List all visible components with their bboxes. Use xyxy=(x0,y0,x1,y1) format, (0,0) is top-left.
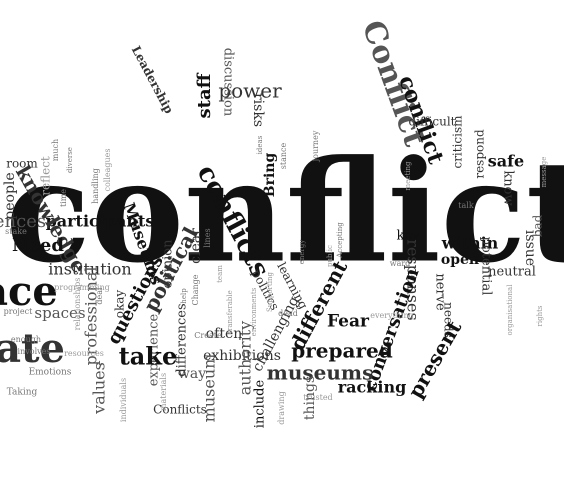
word-materials-78: materials xyxy=(159,373,168,411)
word-enough-84: enough xyxy=(11,335,41,344)
word-energy-65: energy xyxy=(298,240,306,265)
word-difficult-10: difficult xyxy=(409,115,456,129)
word-public-73: public xyxy=(326,245,334,267)
word-institution-54: institution xyxy=(48,260,131,279)
word-neutral-17: neutral xyxy=(488,265,536,280)
word-issue-16: issue xyxy=(522,230,538,266)
word-room-59: room xyxy=(6,157,38,171)
word-respond-12: respond xyxy=(473,129,487,179)
word-needs-24: needs xyxy=(442,302,456,338)
word-way-41: way xyxy=(178,366,206,382)
word-team-103: team xyxy=(216,265,224,283)
word-deal-92: deal xyxy=(95,287,104,305)
word-values-50: values xyxy=(90,362,109,415)
word-colleagues-99: colleagues xyxy=(103,148,112,191)
word-bate-63: bate xyxy=(0,325,65,372)
word-ward-98: ward xyxy=(390,259,411,268)
word-potential-21: potential xyxy=(479,237,494,296)
word-much-89: much xyxy=(51,139,60,161)
word-message-70: message xyxy=(540,157,548,188)
word-bad-15: bad xyxy=(531,214,545,237)
word-museums-29: museums xyxy=(267,361,374,385)
word-diverse-67: diverse xyxy=(66,147,74,173)
word-conflicts-44: Conflicts xyxy=(153,403,207,417)
word-lines-94: lines xyxy=(203,228,212,247)
word-leadership-5: Leadership xyxy=(129,44,176,116)
word-responses-23: responses xyxy=(404,239,423,320)
word-conflict-0: conflict xyxy=(5,131,564,295)
word-museum-39: museum xyxy=(200,354,219,423)
word-know-14: know xyxy=(501,170,516,205)
word-transferable-102: transferable xyxy=(226,290,234,334)
word-opinion-47: opinion xyxy=(161,239,176,289)
word-drawing-76: drawing xyxy=(277,391,286,424)
word-okay-51: okay xyxy=(113,290,127,319)
word-open-20: open xyxy=(441,252,479,268)
word-time-87: time xyxy=(59,189,68,207)
word-emotions-81: Emotions xyxy=(29,368,72,378)
word-exhibitions-35: exhibitions xyxy=(203,348,281,364)
word-professional-55: professional xyxy=(82,266,101,365)
word-key-19: key xyxy=(397,229,421,244)
word-participants-53: participants xyxy=(46,212,155,231)
word-relationships-91: relationships xyxy=(73,278,82,331)
word-clear-46: clear xyxy=(188,228,204,264)
word-risks-8: risks xyxy=(250,93,266,127)
word-often-40: often xyxy=(206,326,243,342)
word-authority-38: authority xyxy=(236,321,255,395)
word-organisational-71: organisational xyxy=(506,284,514,336)
word-ace-62: ace xyxy=(0,268,58,315)
word-differences-42: differences xyxy=(175,303,190,376)
word-trusted-74: trusted xyxy=(303,393,332,402)
word-rights-72: rights xyxy=(536,305,544,326)
word-stance-95: stance xyxy=(279,143,288,170)
word-need-58: Need xyxy=(12,235,64,256)
word-present-25: present xyxy=(403,316,467,402)
word-programming-90: programming xyxy=(54,283,109,292)
word-create-77: Create xyxy=(194,331,222,340)
word-racking-30: racking xyxy=(338,378,407,397)
word-change-93: Change xyxy=(191,274,200,305)
word-meeting-69: meeting xyxy=(404,161,412,190)
word-prepared-28: prepared xyxy=(291,339,392,363)
word-safe-13: safe xyxy=(488,152,524,171)
word-discussion-7: discussion xyxy=(221,48,236,117)
word-dead-104: dead xyxy=(278,309,298,318)
word-taking-80: Taking xyxy=(7,388,38,398)
word-criticism-11: criticism xyxy=(451,115,465,169)
word-reflect-64: reflect xyxy=(39,156,53,196)
word-project-85: project xyxy=(4,307,33,316)
word-include-37: include xyxy=(253,380,268,429)
word-experience-43: experience xyxy=(147,313,162,386)
word-things-36: things xyxy=(302,376,318,420)
word-fear-27: Fear xyxy=(327,312,370,332)
word-involves-82: involves xyxy=(18,347,51,356)
word-bring-9: Bring xyxy=(262,153,278,198)
word-take-49: take xyxy=(119,342,178,371)
word-everything-75: everything xyxy=(370,311,414,320)
word-stake-86: stake xyxy=(5,227,27,236)
word-spaces-56: spaces xyxy=(34,304,85,322)
word-power-4: power xyxy=(218,79,282,103)
word-resources-83: resources xyxy=(64,349,104,358)
word-staff-6: staff xyxy=(194,72,215,118)
word-environments-101: environments xyxy=(250,287,258,336)
word-within-18: within xyxy=(441,234,499,253)
word-journey-96: journey xyxy=(311,130,320,162)
word-nerve-22: nerve xyxy=(433,273,448,311)
word-accepting-68: Accepting xyxy=(336,222,344,259)
word-ideas-66: ideas xyxy=(256,135,264,154)
word-supporting-100: Supporting xyxy=(266,272,274,312)
word-individuals-79: individuals xyxy=(119,378,128,422)
word-help-105: help xyxy=(180,288,188,304)
word-people-60: people xyxy=(2,172,18,219)
word-ences-61: ences xyxy=(0,211,46,232)
word-handling-88: handling xyxy=(91,168,100,204)
word-talk-97: talk xyxy=(458,201,474,210)
